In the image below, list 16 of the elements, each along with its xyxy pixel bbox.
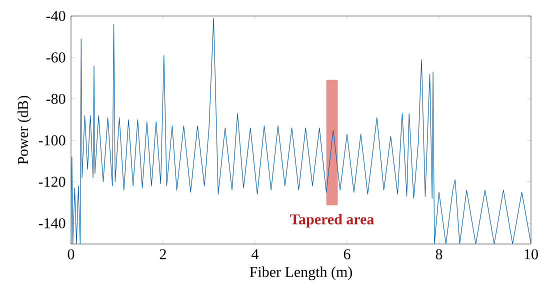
band-label: Tapered area [290, 214, 374, 228]
y-tick-label: -140 [38, 218, 66, 228]
y-tick-label: -120 [38, 176, 66, 187]
y-axis-title: Power (dB) [18, 96, 32, 164]
y-tick-label: -80 [46, 94, 66, 104]
x-axis-title: Fiber Length (m) [250, 266, 352, 280]
x-tick-label: 6 [344, 249, 350, 260]
x-tick-label: 10 [524, 249, 538, 260]
x-tick-label: 8 [436, 249, 442, 260]
y-tick-label: -100 [38, 135, 66, 146]
x-tick-label: 0 [68, 249, 74, 260]
x-tick-label: 4 [252, 249, 259, 260]
x-tick-label: 2 [160, 249, 166, 260]
line-series [71, 18, 532, 244]
y-tick-label: -40 [46, 10, 66, 22]
y-tick-label: -60 [46, 52, 66, 63]
